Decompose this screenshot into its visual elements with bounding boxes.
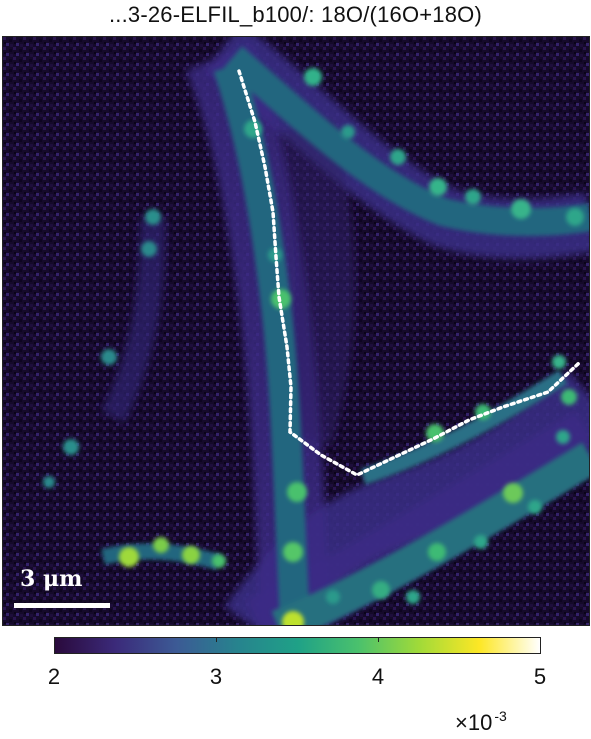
colorbar-tick-mark bbox=[216, 637, 217, 642]
colorbar-tick-label: 4 bbox=[371, 664, 385, 689]
hotspots bbox=[43, 68, 584, 625]
colorbar-tick-label: 3 bbox=[209, 664, 223, 689]
colorbar-tick-label: 2 bbox=[47, 664, 61, 689]
colorbar bbox=[54, 637, 541, 654]
scale-bar-label: 3 μm bbox=[20, 566, 83, 592]
colorbar-tick-mark bbox=[540, 637, 541, 642]
colorbar-tick-label: 5 bbox=[533, 664, 547, 689]
colorbar-tick-mark bbox=[378, 637, 379, 642]
image-title: ...3-26-ELFIL_b100/: 18O/(16O+18O) bbox=[108, 2, 483, 27]
colorbar-exponent: ×10 -3 bbox=[455, 708, 507, 736]
exponent-base: ×10 bbox=[455, 710, 493, 735]
isotope-ratio-image bbox=[2, 36, 590, 626]
ratio-map-svg bbox=[3, 37, 589, 625]
scale-bar bbox=[14, 603, 110, 608]
profile-line bbox=[237, 69, 581, 477]
exponent-power: -3 bbox=[494, 708, 507, 724]
colorbar-tick-mark bbox=[54, 637, 55, 642]
